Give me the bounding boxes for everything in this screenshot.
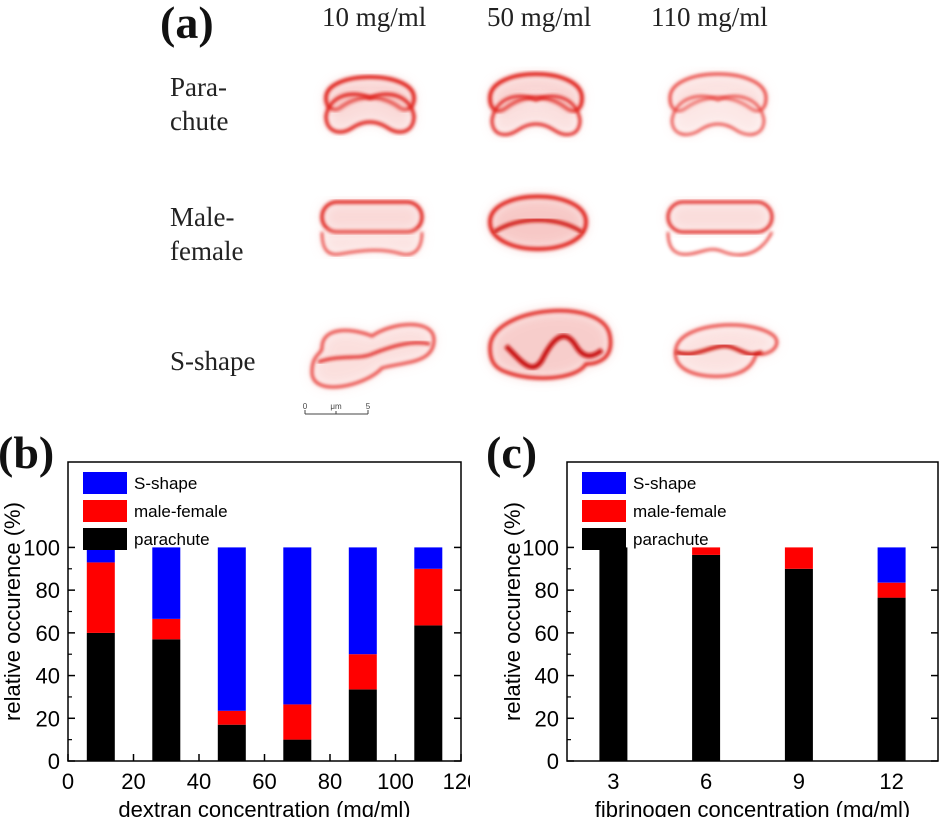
cell-images: 0 μm 5 <box>303 72 779 415</box>
x-tick-label-6: 120 <box>443 769 470 794</box>
y-tick-label-0: 0 <box>547 749 559 774</box>
bar-male-female-0 <box>86 562 115 633</box>
cell-parachute-50 <box>487 72 585 137</box>
x-axis-label: dextran concentration (mg/ml) <box>118 797 410 817</box>
column-header-110: 110 mg/ml <box>651 2 768 32</box>
cell-male-female-50 <box>487 194 589 251</box>
legend-label-parachute: parachute <box>134 530 210 549</box>
panel-b-label: (b) <box>0 427 55 478</box>
bar-parachute-4 <box>348 689 377 761</box>
x-tick-label-5: 100 <box>377 769 414 794</box>
bar-parachute-1 <box>692 554 721 761</box>
cell-male-female-110 <box>666 200 774 257</box>
y-tick-label-4: 80 <box>36 578 60 603</box>
legend-label-S-shape: S-shape <box>633 474 696 493</box>
row-label-parachute-line1: Para- <box>170 72 227 102</box>
legend-label-male-female: male-female <box>633 502 727 521</box>
bar-parachute-3 <box>877 597 906 761</box>
legend-swatch-parachute <box>582 528 626 550</box>
bar-male-female-2 <box>784 547 813 569</box>
x-tick-label-2: 9 <box>793 769 805 794</box>
bar-parachute-1 <box>152 639 181 761</box>
row-label-male-female: Male- female <box>170 200 243 268</box>
row-label-parachute-line2: chute <box>170 106 229 136</box>
x-tick-label-0: 3 <box>607 769 619 794</box>
cell-male-female-10 <box>320 200 424 256</box>
panel-c-label: (c) <box>486 427 538 478</box>
cell-s-shape-10 <box>310 323 436 389</box>
bar-parachute-3 <box>283 739 312 761</box>
bar-male-female-4 <box>348 654 377 690</box>
bar-S-shape-3 <box>283 547 312 705</box>
legend-label-S-shape: S-shape <box>134 474 197 493</box>
column-header-50: 50 mg/ml <box>487 2 592 32</box>
row-label-s-shape-line1: S-shape <box>170 346 256 376</box>
bar-parachute-5 <box>414 625 443 761</box>
bar-male-female-1 <box>692 547 721 555</box>
scale-bar-end: 5 <box>366 402 371 411</box>
row-label-s-shape: S-shape <box>170 344 255 378</box>
x-tick-label-2: 40 <box>187 769 211 794</box>
cell-s-shape-110 <box>673 323 779 378</box>
x-tick-label-3: 60 <box>252 769 276 794</box>
legend-swatch-male-female <box>83 500 127 522</box>
scale-bar: 0 μm 5 <box>303 402 371 415</box>
scale-bar-start: 0 <box>303 402 308 411</box>
bar-male-female-1 <box>152 619 181 640</box>
x-tick-label-4: 80 <box>318 769 342 794</box>
y-axis-label: relative occurence (%) <box>0 502 25 721</box>
x-tick-label-0: 0 <box>62 769 74 794</box>
y-tick-label-5: 100 <box>23 535 60 560</box>
bar-parachute-2 <box>217 724 246 761</box>
cell-s-shape-50 <box>488 309 613 380</box>
x-tick-label-1: 20 <box>121 769 145 794</box>
bar-parachute-2 <box>784 568 813 761</box>
bar-male-female-3 <box>877 582 906 598</box>
bar-S-shape-2 <box>217 547 246 711</box>
legend-label-male-female: male-female <box>134 502 228 521</box>
y-tick-label-3: 60 <box>36 621 60 646</box>
y-tick-label-2: 40 <box>36 664 60 689</box>
row-label-male-female-line1: Male- <box>170 202 235 232</box>
legend-label-parachute: parachute <box>633 530 709 549</box>
x-axis-label: fibrinogen concentration (mg/ml) <box>595 797 910 817</box>
chart-fibrinogen: 0 20 40 60 80 100 3 6 9 12 fibrinogen concentratio… <box>500 461 939 817</box>
x-tick-label-1: 6 <box>700 769 712 794</box>
y-tick-label-4: 80 <box>535 578 559 603</box>
y-axis-label: relative occurence (%) <box>500 502 525 721</box>
bar-male-female-5 <box>414 568 443 626</box>
y-tick-label-1: 20 <box>535 706 559 731</box>
legend-swatch-S-shape <box>582 472 626 494</box>
y-tick-label-2: 40 <box>535 664 559 689</box>
bar-S-shape-0 <box>86 547 115 563</box>
row-label-parachute: Para- chute <box>170 70 228 138</box>
y-tick-label-5: 100 <box>522 535 559 560</box>
scale-bar-unit: μm <box>330 402 342 411</box>
cell-parachute-110 <box>668 72 768 136</box>
panel-a-label: (a) <box>160 0 214 48</box>
legend-swatch-male-female <box>582 500 626 522</box>
column-header-10: 10 mg/ml <box>322 2 427 32</box>
y-tick-label-0: 0 <box>48 749 60 774</box>
x-tick-label-3: 12 <box>879 769 903 794</box>
legend-swatch-parachute <box>83 528 127 550</box>
y-tick-label-1: 20 <box>36 706 60 731</box>
bar-male-female-2 <box>217 710 246 725</box>
bar-S-shape-3 <box>877 547 906 583</box>
chart-dextran: 0 20 40 60 80 100 0 20 40 60 80 100 120 dextran conce… <box>0 461 470 817</box>
legend-swatch-S-shape <box>83 472 127 494</box>
bar-parachute-0 <box>599 547 628 761</box>
bar-S-shape-1 <box>152 547 181 619</box>
bar-S-shape-5 <box>414 547 443 569</box>
bar-male-female-3 <box>283 704 312 740</box>
row-label-male-female-line2: female <box>170 236 244 266</box>
y-tick-label-3: 60 <box>535 621 559 646</box>
cell-parachute-10 <box>323 75 417 134</box>
bar-parachute-0 <box>86 632 115 761</box>
bar-S-shape-4 <box>348 547 377 655</box>
